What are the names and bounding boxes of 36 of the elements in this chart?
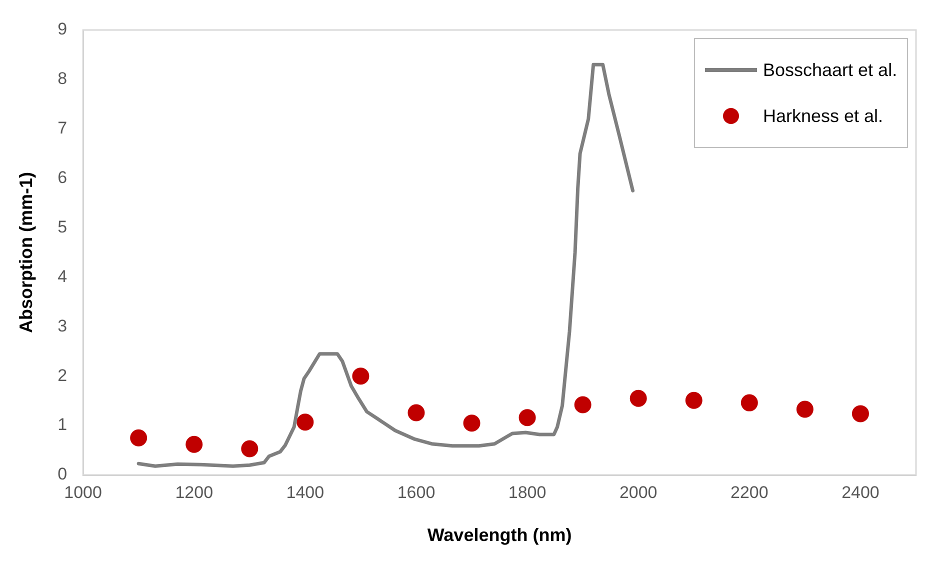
y-tick-label: 8 [58,69,68,88]
point [241,440,258,458]
y-tick-label: 1 [58,415,68,434]
x-tick-label: 2400 [842,482,880,502]
y-tick-label: 5 [58,217,68,236]
y-tick-label: 2 [58,366,68,385]
x-tick-label: 1400 [286,482,324,502]
legend-label: Bosschaart et al. [763,60,898,80]
point [574,396,592,414]
point [463,414,480,432]
y-tick-label: 4 [58,266,68,286]
legend-label: Harkness et al. [763,106,884,126]
point [186,436,203,453]
x-tick-label: 1200 [175,482,214,502]
x-tick-label: 2000 [619,482,658,502]
x-tick-label: 1000 [64,482,102,502]
y-tick-label: 6 [58,168,68,188]
y-tick-label: 0 [58,464,68,484]
point [296,414,314,431]
point [630,390,647,407]
y-tick-label: 3 [58,316,68,336]
point [852,405,869,422]
y-axis-title: Absorption (mm-1) [16,172,36,333]
point [796,400,814,418]
point [408,404,425,422]
x-tick-label: 1800 [508,482,546,502]
point [685,392,702,409]
point [740,394,758,412]
point [518,409,536,426]
point [130,429,148,446]
x-tick-label: 2200 [730,482,768,502]
x-axis-title: Wavelength (nm) [427,525,572,546]
y-tick-label: 7 [58,118,68,138]
point [352,368,370,385]
y-tick-label: 9 [58,20,68,39]
x-tick-label: 1600 [397,482,436,502]
